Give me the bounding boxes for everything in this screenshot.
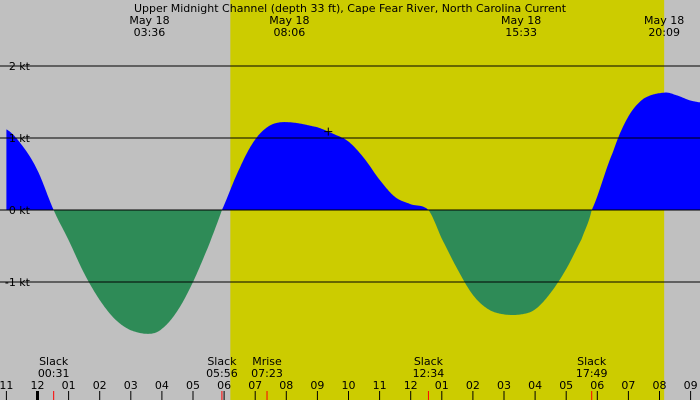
event-name: Slack xyxy=(414,355,444,368)
event-time: 05:56 xyxy=(206,367,238,380)
x-tick-label: 01 xyxy=(435,379,449,392)
flood-area-0 xyxy=(6,129,54,210)
chart-title: Upper Midnight Channel (depth 33 ft), Ca… xyxy=(134,2,567,15)
x-tick-label: 01 xyxy=(62,379,76,392)
current-curve xyxy=(6,92,700,334)
top-time-label: 08:06 xyxy=(274,26,306,39)
top-time-label: 20:09 xyxy=(648,26,680,39)
x-tick-label: 04 xyxy=(155,379,169,392)
event-name: Slack xyxy=(577,355,607,368)
x-tick-label: 11 xyxy=(373,379,387,392)
ebb-area-3 xyxy=(428,210,592,315)
top-time-label: 03:36 xyxy=(134,26,166,39)
event-name: Mrise xyxy=(252,355,282,368)
y-tick-label: 2 kt xyxy=(9,60,31,73)
x-tick-label: 10 xyxy=(342,379,356,392)
x-tick-label: 09 xyxy=(684,379,698,392)
x-tick-label: 06 xyxy=(217,379,231,392)
flood-area-2 xyxy=(222,122,429,210)
x-tick-label: 03 xyxy=(124,379,138,392)
top-time-label: 15:33 xyxy=(505,26,537,39)
x-tick-label: 02 xyxy=(466,379,480,392)
top-date-label: May 18 xyxy=(129,14,169,27)
event-time: 00:31 xyxy=(38,367,70,380)
x-tick-label: 12 xyxy=(404,379,418,392)
y-tick-label: 1 kt xyxy=(9,132,31,145)
event-time: 12:34 xyxy=(413,367,445,380)
x-tick-label: 03 xyxy=(497,379,511,392)
y-axis-labels: 2 kt 1 kt 0 kt -1 kt xyxy=(5,60,31,289)
event-name: Slack xyxy=(207,355,237,368)
gridlines xyxy=(0,65,700,283)
event-time: 07:23 xyxy=(251,367,283,380)
ebb-area-1 xyxy=(53,210,223,334)
x-tick-label: 12 xyxy=(31,379,45,392)
top-date-label: May 18 xyxy=(644,14,684,27)
top-date-label: May 18 xyxy=(269,14,309,27)
x-tick-label: 07 xyxy=(621,379,635,392)
x-tick-label: 11 xyxy=(0,379,13,392)
x-tick-label: 06 xyxy=(590,379,604,392)
top-date-label: May 18 xyxy=(501,14,541,27)
x-tick-label: 04 xyxy=(528,379,542,392)
x-axis-hour-labels: 11 12 01 02 03 04 05 06 07 08 09 10 11 12 01 02 03 04 05 06… xyxy=(0,379,698,400)
y-tick-label: 0 kt xyxy=(9,204,31,217)
y-tick-label: -1 kt xyxy=(5,276,31,289)
event-name: Slack xyxy=(39,355,69,368)
x-tick-label: 07 xyxy=(248,379,262,392)
x-tick-label: 02 xyxy=(93,379,107,392)
event-time: 17:49 xyxy=(576,367,608,380)
flood-area-4 xyxy=(591,92,700,210)
event-labels: Slack00:31Slack05:56Mrise07:23Slack12:34… xyxy=(38,355,608,400)
x-tick-label: 08 xyxy=(279,379,293,392)
x-tick-label: 08 xyxy=(653,379,667,392)
x-tick-label: 05 xyxy=(559,379,573,392)
x-tick-label: 09 xyxy=(310,379,324,392)
x-tick-label: 05 xyxy=(186,379,200,392)
